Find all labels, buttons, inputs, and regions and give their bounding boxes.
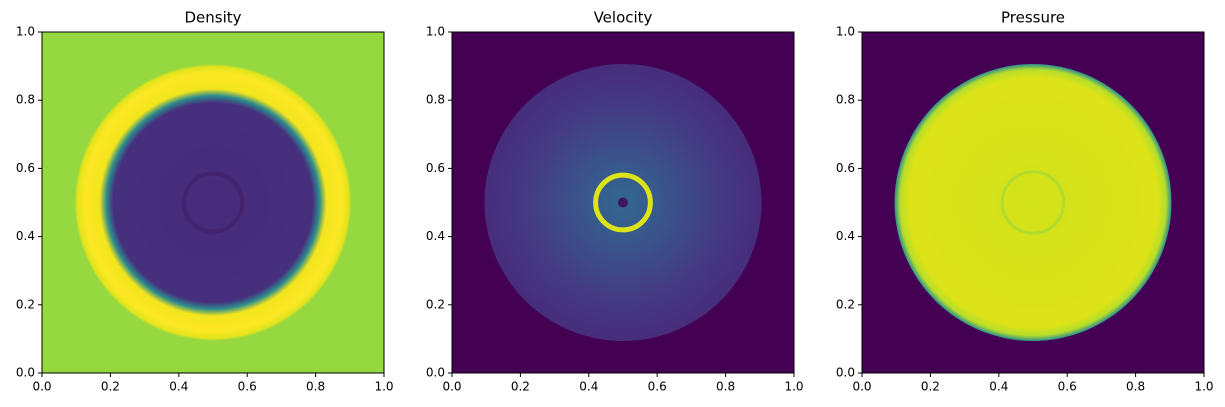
field-disk	[894, 63, 1172, 342]
axes-frame	[861, 31, 1205, 374]
inner-ring	[593, 172, 653, 233]
y-tick-label: 0.4	[426, 229, 445, 243]
axes-frame	[451, 31, 795, 374]
x-tick-label: 0.0	[32, 380, 51, 394]
y-tick-label: 0.6	[426, 161, 445, 175]
y-tick-label: 0.8	[426, 93, 445, 107]
y-tick-label: 0.2	[16, 297, 35, 311]
x-tick-label: 0.6	[1058, 380, 1077, 394]
y-tick-label: 0.0	[16, 366, 35, 380]
y-tick-label: 1.0	[16, 25, 35, 39]
y-tick-label: 0.8	[836, 93, 855, 107]
x-tick-label: 0.2	[511, 380, 530, 394]
y-tick-label: 0.8	[16, 93, 35, 107]
x-tick-label: 0.8	[716, 380, 735, 394]
x-tick-label: 0.6	[648, 380, 667, 394]
x-tick-label: 0.4	[169, 380, 188, 394]
y-tick-label: 1.0	[836, 25, 855, 39]
axes-frame	[41, 31, 385, 374]
y-tick-label: 0.0	[836, 366, 855, 380]
x-tick-label: 0.4	[989, 380, 1008, 394]
x-tick-label: 0.8	[1126, 380, 1145, 394]
x-tick-label: 0.8	[306, 380, 325, 394]
y-tick-label: 0.6	[16, 161, 35, 175]
panel-title: Pressure	[1001, 9, 1065, 27]
panel: Pressure 0.0 0.2 0.4 0.6 0.8 1.0 0.0 0.2 0.4 0.6 0.…	[836, 9, 1214, 394]
y-tick-label: 0.2	[836, 297, 855, 311]
x-tick-label: 0.0	[852, 380, 871, 394]
panel-title: Velocity	[594, 9, 653, 27]
x-tick-label: 1.0	[784, 380, 803, 394]
y-tick-label: 0.4	[16, 229, 35, 243]
y-tick-label: 0.4	[836, 229, 855, 243]
x-tick-label: 0.4	[579, 380, 598, 394]
y-tick-label: 0.2	[426, 297, 445, 311]
x-tick-label: 1.0	[1194, 380, 1213, 394]
inner-ring	[1000, 170, 1066, 235]
panel: Velocity 0.0 0.2 0.4 0.6 0.8 1.0 0.0 0.2 0.4 0.6 0.…	[426, 9, 804, 394]
x-tick-label: 0.2	[101, 380, 120, 394]
y-tick-label: 0.6	[836, 161, 855, 175]
panel: Density 0.0 0.2 0.4 0.6 0.8 1.0 0.0 0.2 0.4 0.6 0.8…	[16, 9, 394, 394]
inner-ring	[181, 171, 245, 234]
center-dot	[618, 197, 628, 208]
y-tick-label: 0.0	[426, 366, 445, 380]
panel-title: Density	[184, 9, 241, 27]
y-tick-label: 1.0	[426, 25, 445, 39]
field-disk	[74, 63, 352, 342]
x-tick-label: 0.2	[921, 380, 940, 394]
x-tick-label: 0.0	[442, 380, 461, 394]
x-tick-label: 1.0	[374, 380, 393, 394]
x-tick-label: 0.6	[238, 380, 257, 394]
